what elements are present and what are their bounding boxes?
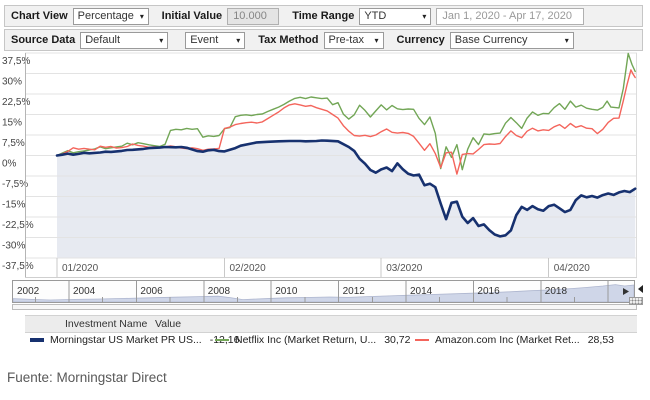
y-axis-label: 37,5% [2, 56, 30, 67]
legend-item-value: 28,53 [587, 334, 614, 346]
timeline-scrubber[interactable]: 2002 2004 2006 2008 2010 2012 2014 2016 2018 [12, 280, 635, 303]
scrub-left-arrow-icon[interactable] [638, 285, 643, 293]
y-axis-label: 22,5% [2, 97, 30, 108]
legend-item-netflix[interactable]: Netflix Inc (Market Return, U... 30,72 [215, 334, 410, 346]
year-label: 2002 [17, 286, 40, 297]
y-axis-label: 0% [2, 159, 17, 170]
legend-item-name: Netflix Inc (Market Return, U... [235, 334, 377, 346]
scrubber-resize-grip-icon[interactable] [629, 297, 643, 305]
legend-item-name: Amazon.com Inc (Market Ret... [435, 334, 580, 346]
performance-chart-svg: 37,5% 30% 22,5% 15% 7,5% 0% -7,5% -15% -22,5% -30… [2, 52, 637, 278]
legend-row: Morningstar US Market PR US... -12,16 Ne… [25, 334, 645, 354]
tax-method-dropdown[interactable]: Pre-tax ▾ [323, 31, 384, 49]
year-label: 2006 [140, 286, 163, 297]
chart-view-dropdown[interactable]: Percentage ▾ [72, 7, 149, 25]
netflix-line-swatch-icon [215, 339, 229, 341]
y-axis-label: -15% [2, 200, 25, 211]
series-line-1 [56, 52, 636, 171]
year-label: 2012 [343, 286, 366, 297]
legend-item-value: 30,72 [384, 334, 411, 346]
toolbar-row-2: Source Data Default ▾ Event ▾ Tax Method… [4, 29, 643, 51]
x-axis-label: 02/2020 [230, 263, 267, 274]
year-label: 2018 [545, 286, 568, 297]
time-range-dropdown[interactable]: YTD ▾ [359, 7, 432, 25]
y-axis-label: -22,5% [2, 220, 34, 231]
legend-item-us-market[interactable]: Morningstar US Market PR US... -12,16 [30, 334, 240, 346]
timeline-scrollbar-track[interactable] [12, 304, 637, 310]
amazon-line-swatch-icon [415, 339, 429, 341]
x-axis-label: 03/2020 [386, 263, 423, 274]
time-range-label: Time Range [292, 10, 355, 22]
legend-header: Investment Name Value [25, 315, 637, 333]
year-label: 2014 [410, 286, 433, 297]
source-data-label: Source Data [11, 34, 76, 46]
year-label: 2004 [73, 286, 96, 297]
initial-value-label: Initial Value [161, 10, 223, 22]
year-label: 2010 [275, 286, 298, 297]
currency-label: Currency [396, 34, 445, 46]
currency-dropdown[interactable]: Base Currency ▾ [449, 31, 574, 49]
chevron-down-icon: ▾ [422, 11, 427, 21]
scrub-right-arrow-icon[interactable] [623, 288, 629, 295]
chevron-down-icon: ▾ [564, 35, 569, 45]
year-label: 2008 [208, 286, 231, 297]
performance-chart-area[interactable]: 37,5% 30% 22,5% 15% 7,5% 0% -7,5% -15% -22,5% -30… [0, 50, 650, 278]
legend-header-investment-name: Investment Name [65, 318, 148, 330]
source-caption: Fuente: Morningstar Direct [7, 370, 167, 385]
source-data-dropdown[interactable]: Default ▾ [80, 31, 169, 49]
timeline-preview-svg: 2002 2004 2006 2008 2010 2012 2014 2016 2018 [13, 281, 634, 302]
x-axis-label: 04/2020 [554, 263, 591, 274]
series-line-0 [55, 139, 637, 238]
tax-method-label: Tax Method [258, 34, 319, 46]
toolbar-row-1: Chart View Percentage ▾ Initial Value 10… [4, 5, 643, 27]
y-axis-label: -30% [2, 241, 25, 252]
chevron-down-icon: ▾ [236, 35, 241, 45]
chevron-down-icon: ▾ [374, 35, 379, 45]
legend-item-name: Morningstar US Market PR US... [50, 334, 202, 346]
legend-item-amazon[interactable]: Amazon.com Inc (Market Ret... 28,53 [415, 334, 614, 346]
market-area-fill [57, 140, 636, 258]
y-axis-label: 15% [2, 118, 22, 129]
timeline-preview-area [13, 284, 634, 302]
chevron-down-icon: ▾ [139, 11, 144, 21]
legend-header-value: Value [155, 318, 182, 330]
x-axis-label: 01/2020 [62, 263, 99, 274]
y-axis-label: 30% [2, 77, 22, 88]
y-axis-label: -37,5% [2, 261, 34, 272]
event-dropdown[interactable]: Event ▾ [185, 31, 246, 49]
initial-value-input[interactable]: 10.000 [227, 7, 280, 25]
chart-view-label: Chart View [11, 10, 68, 22]
chevron-down-icon: ▾ [159, 35, 164, 45]
date-range-input[interactable]: Jan 1, 2020 - Apr 17, 2020 [436, 7, 585, 25]
year-label: 2016 [477, 286, 500, 297]
y-axis-label: -7,5% [2, 179, 28, 190]
y-axis-label: 7,5% [2, 138, 25, 149]
us-market-line-swatch-icon [30, 338, 44, 342]
